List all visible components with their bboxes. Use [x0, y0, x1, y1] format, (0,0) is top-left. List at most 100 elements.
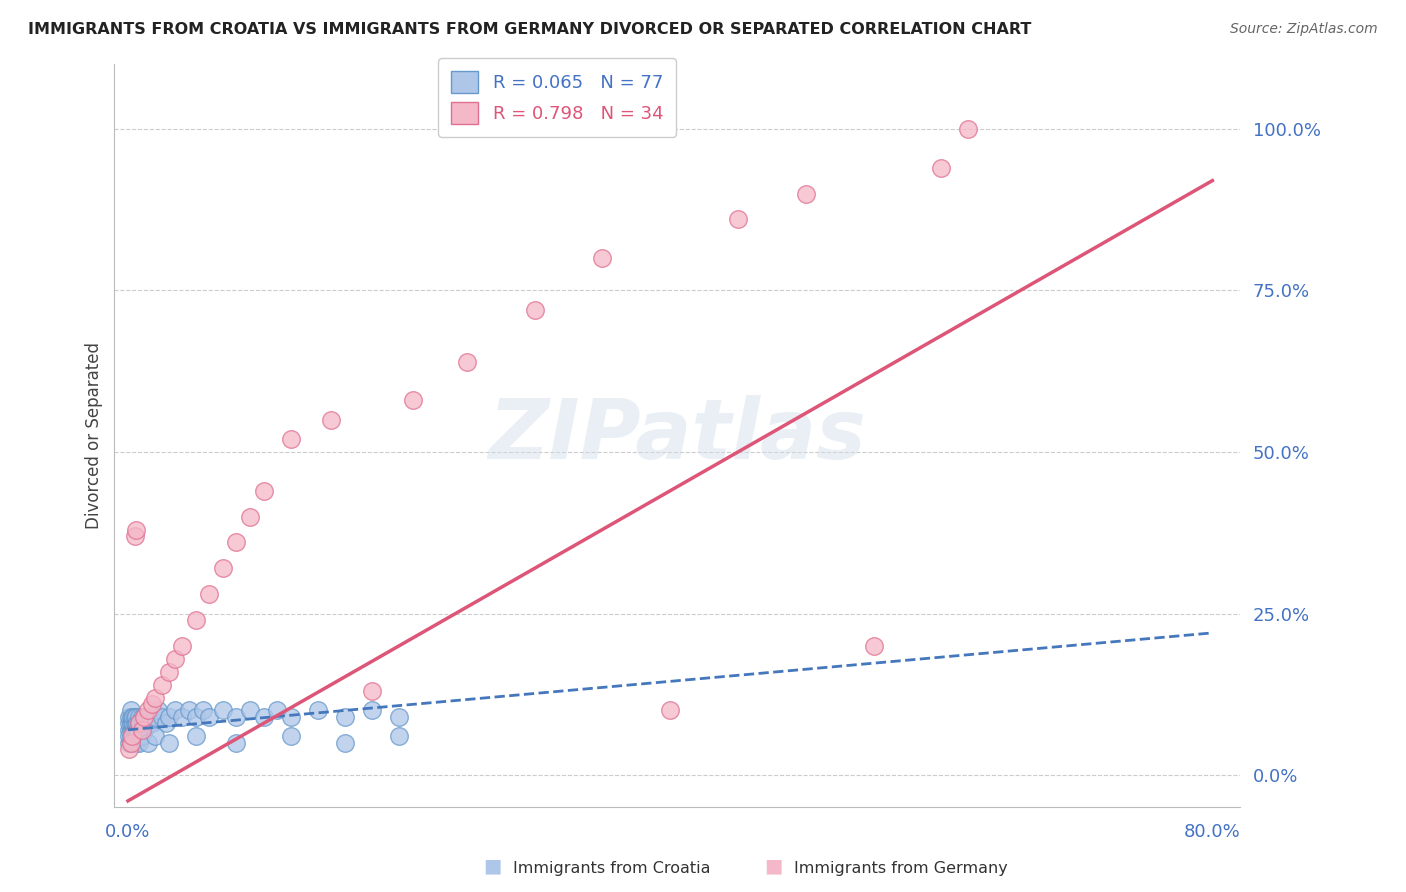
- Point: [361, 703, 384, 717]
- Point: [184, 729, 207, 743]
- Point: [121, 729, 143, 743]
- Point: [135, 716, 157, 731]
- Point: [132, 716, 155, 731]
- Point: [128, 723, 150, 737]
- Point: [184, 613, 207, 627]
- Point: [127, 723, 149, 737]
- Point: [157, 710, 180, 724]
- Point: [125, 723, 148, 737]
- Point: [191, 703, 214, 717]
- Point: [129, 716, 152, 731]
- Point: [150, 677, 173, 691]
- Point: [131, 723, 153, 737]
- Point: [120, 736, 142, 750]
- Point: [280, 432, 302, 446]
- Point: [165, 651, 187, 665]
- Point: [120, 710, 142, 724]
- Text: ■: ■: [482, 857, 502, 876]
- Point: [177, 703, 200, 717]
- Point: [121, 710, 143, 724]
- Point: [456, 354, 478, 368]
- Point: [124, 729, 146, 743]
- Point: [131, 723, 153, 737]
- Point: [266, 703, 288, 717]
- Point: [125, 716, 148, 731]
- Point: [122, 716, 145, 731]
- Text: Immigrants from Croatia: Immigrants from Croatia: [513, 861, 710, 876]
- Point: [120, 736, 142, 750]
- Point: [146, 703, 169, 717]
- Point: [165, 703, 187, 717]
- Point: [252, 483, 274, 498]
- Point: [128, 716, 150, 731]
- Text: Source: ZipAtlas.com: Source: ZipAtlas.com: [1230, 22, 1378, 37]
- Point: [129, 723, 152, 737]
- Point: [280, 729, 302, 743]
- Point: [125, 736, 148, 750]
- Point: [157, 736, 180, 750]
- Point: [124, 716, 146, 731]
- Point: [120, 729, 142, 743]
- Point: [125, 523, 148, 537]
- Point: [136, 736, 159, 750]
- Point: [225, 710, 247, 724]
- Point: [659, 703, 682, 717]
- Point: [523, 302, 546, 317]
- Point: [212, 561, 235, 575]
- Text: ZIPatlas: ZIPatlas: [488, 395, 866, 476]
- Point: [121, 716, 143, 731]
- Point: [121, 736, 143, 750]
- Point: [118, 716, 141, 731]
- Point: [122, 710, 145, 724]
- Point: [591, 251, 613, 265]
- Point: [929, 161, 952, 175]
- Text: Immigrants from Germany: Immigrants from Germany: [794, 861, 1008, 876]
- Point: [239, 509, 262, 524]
- Point: [118, 742, 141, 756]
- Point: [321, 412, 343, 426]
- Point: [136, 710, 159, 724]
- Point: [172, 710, 194, 724]
- Point: [138, 710, 160, 724]
- Text: IMMIGRANTS FROM CROATIA VS IMMIGRANTS FROM GERMANY DIVORCED OR SEPARATED CORRELA: IMMIGRANTS FROM CROATIA VS IMMIGRANTS FR…: [28, 22, 1032, 37]
- Point: [957, 122, 980, 136]
- Point: [125, 710, 148, 724]
- Point: [225, 736, 247, 750]
- Point: [134, 723, 156, 737]
- Point: [118, 729, 141, 743]
- Point: [141, 716, 163, 731]
- Point: [136, 703, 159, 717]
- Point: [122, 723, 145, 737]
- Point: [401, 393, 423, 408]
- Point: [128, 716, 150, 731]
- Point: [239, 703, 262, 717]
- Point: [157, 665, 180, 679]
- Text: ■: ■: [763, 857, 783, 876]
- Point: [120, 703, 142, 717]
- Point: [794, 186, 817, 201]
- Point: [155, 716, 177, 731]
- Point: [388, 729, 411, 743]
- Point: [124, 710, 146, 724]
- Legend: R = 0.065   N = 77, R = 0.798   N = 34: R = 0.065 N = 77, R = 0.798 N = 34: [439, 59, 676, 136]
- Point: [143, 690, 166, 705]
- Point: [128, 736, 150, 750]
- Point: [118, 710, 141, 724]
- Point: [121, 723, 143, 737]
- Point: [141, 697, 163, 711]
- Point: [124, 529, 146, 543]
- Point: [212, 703, 235, 717]
- Point: [172, 639, 194, 653]
- Point: [118, 736, 141, 750]
- Point: [120, 723, 142, 737]
- Point: [131, 710, 153, 724]
- Point: [198, 710, 221, 724]
- Point: [361, 684, 384, 698]
- Point: [136, 716, 159, 731]
- Point: [134, 710, 156, 724]
- Point: [862, 639, 884, 653]
- Point: [118, 723, 141, 737]
- Point: [388, 710, 411, 724]
- Point: [121, 729, 143, 743]
- Point: [128, 710, 150, 724]
